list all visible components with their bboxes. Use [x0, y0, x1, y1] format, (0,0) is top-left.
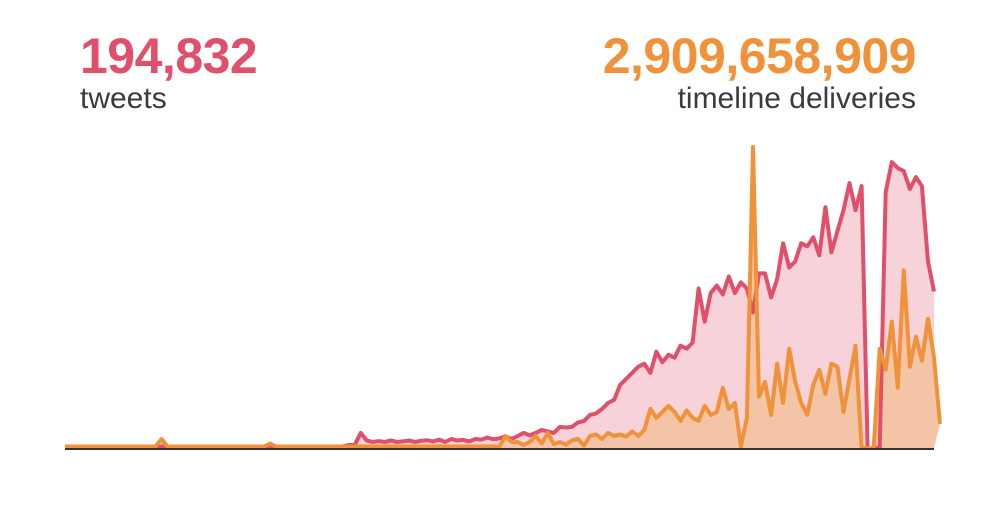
deliveries-label: timeline deliveries [677, 82, 916, 115]
deliveries-line [65, 145, 942, 450]
tweets-stat: 194,832 tweets [80, 28, 258, 115]
tweets-count: 194,832 [80, 28, 258, 84]
deliveries-area [65, 147, 940, 448]
deliveries-count: 2,909,658,909 [602, 28, 917, 84]
tweets-label: tweets [80, 82, 167, 115]
tweets-area [65, 162, 934, 448]
deliveries-stat: 2,909,658,909 timeline deliveries [602, 28, 917, 115]
